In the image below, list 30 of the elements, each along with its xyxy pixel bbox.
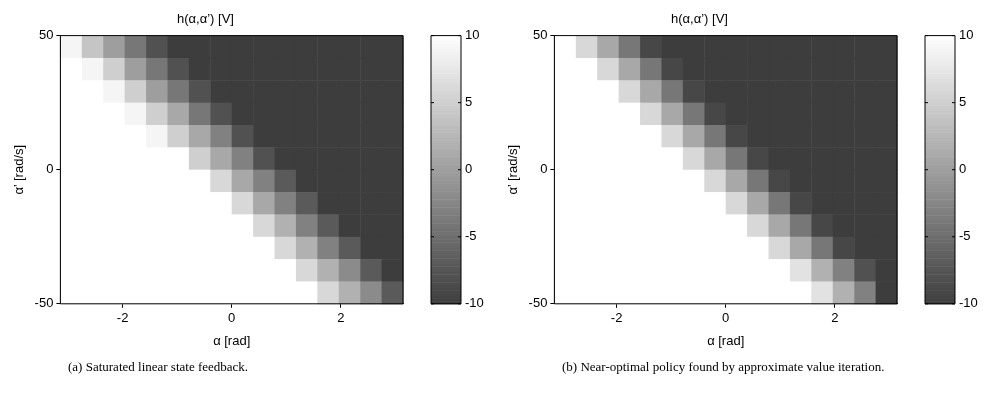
color-bar-label: -10 [465, 295, 484, 311]
color-bar-label: 5 [959, 94, 967, 110]
chart-title: h(α,α’) [V] [177, 11, 234, 27]
color-bar-label: -5 [465, 228, 477, 244]
x-tick-label: -2 [610, 310, 623, 326]
y-tick-label: 50 [532, 27, 548, 43]
chart-title: h(α,α’) [V] [671, 11, 728, 27]
x-tick-label: 2 [831, 310, 839, 326]
x-tick-label: 0 [228, 310, 236, 326]
text: (b) Near-optimal policy found by approximate value iteration. [561, 358, 886, 375]
color-bar-label: -10 [959, 295, 978, 311]
y-tick-label: -50 [34, 295, 54, 311]
y-axis-title: α’ [rad/s] [505, 144, 521, 195]
color-bar-label: -5 [959, 228, 971, 244]
x-tick-label: -2 [116, 310, 129, 326]
y-tick-label: 0 [46, 161, 54, 177]
x-tick-label: 0 [722, 310, 730, 326]
color-bar-label: 5 [465, 94, 473, 110]
text: (a) Saturated linear state feedback. [67, 358, 250, 375]
color-bar-label: 0 [465, 161, 473, 177]
color-bar-label: 10 [959, 27, 974, 43]
x-axis-title: α [rad] [213, 332, 251, 348]
y-axis-title: α’ [rad/s] [11, 144, 27, 195]
y-tick-label: -50 [528, 295, 548, 311]
y-tick-label: 50 [38, 27, 54, 43]
x-axis-title: α [rad] [707, 332, 745, 348]
x-tick-label: 2 [337, 310, 345, 326]
color-bar-label: 0 [959, 161, 967, 177]
y-tick-label: 0 [540, 161, 548, 177]
color-bar-label: 10 [465, 27, 480, 43]
